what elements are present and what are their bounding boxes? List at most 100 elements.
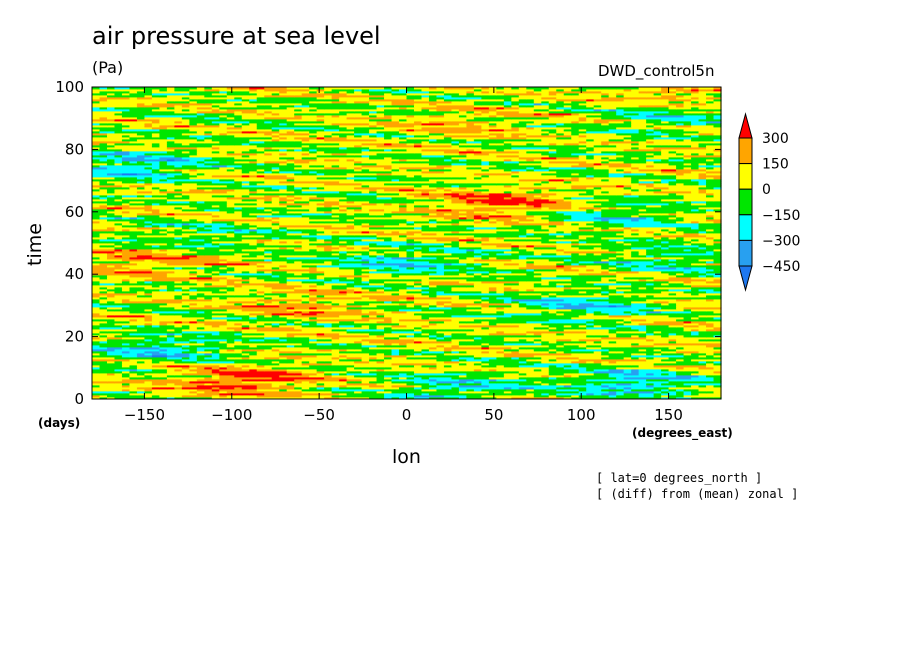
heatmap-cell xyxy=(443,295,453,298)
heatmap-cell xyxy=(181,297,190,300)
heatmap-cell xyxy=(234,383,243,386)
heatmap-cell xyxy=(413,293,423,296)
heatmap-cell xyxy=(466,397,475,400)
heatmap-cell xyxy=(249,361,258,364)
heatmap-cell xyxy=(601,305,610,308)
heatmap-cell xyxy=(526,321,535,324)
heatmap-cell xyxy=(324,385,333,388)
heatmap-cell xyxy=(578,307,587,310)
heatmap-cell xyxy=(324,315,333,318)
heatmap-cell xyxy=(181,357,190,360)
heatmap-cell xyxy=(301,371,310,374)
heatmap-cell xyxy=(503,299,512,302)
heatmap-cell xyxy=(301,289,310,292)
heatmap-cell xyxy=(496,295,505,298)
heatmap-cell xyxy=(301,311,310,314)
heatmap-cell xyxy=(698,345,707,348)
heatmap-cell xyxy=(204,377,213,380)
heatmap-cell xyxy=(443,355,453,358)
heatmap-cell xyxy=(361,337,370,340)
heatmap-cell xyxy=(563,307,572,310)
heatmap-cell xyxy=(698,289,707,292)
heatmap-cell xyxy=(181,329,190,332)
heatmap-cell xyxy=(428,283,438,286)
heatmap-cell xyxy=(279,337,288,340)
heatmap-cell xyxy=(466,377,475,380)
heatmap-cell xyxy=(264,307,273,310)
heatmap-cell xyxy=(264,375,273,378)
heatmap-cell xyxy=(428,307,438,310)
heatmap-cell xyxy=(166,379,175,382)
heatmap-cell xyxy=(436,393,445,396)
heatmap-cell xyxy=(503,379,512,382)
heatmap-cell xyxy=(384,369,393,372)
heatmap-cell xyxy=(339,367,348,370)
heatmap-cell xyxy=(473,287,482,290)
heatmap-cell xyxy=(324,393,333,396)
heatmap-cell xyxy=(339,337,348,340)
heatmap-cell xyxy=(481,391,490,394)
heatmap-cell xyxy=(114,387,123,390)
heatmap-cell xyxy=(406,317,415,320)
heatmap-cell xyxy=(106,371,116,374)
heatmap-cell xyxy=(384,303,393,306)
heatmap-cell xyxy=(413,349,423,352)
heatmap-cell xyxy=(616,353,625,356)
heatmap-cell xyxy=(391,383,400,386)
heatmap-cell xyxy=(713,353,722,356)
heatmap-cell xyxy=(279,371,288,374)
heatmap-cell xyxy=(121,341,131,344)
heatmap-cell xyxy=(421,293,430,296)
heatmap-cell xyxy=(623,281,632,284)
heatmap-cell xyxy=(271,313,280,316)
heatmap-cell xyxy=(473,343,482,346)
heatmap-cell xyxy=(481,397,490,400)
heatmap-cell xyxy=(488,283,497,286)
heatmap-cell xyxy=(556,353,565,356)
heatmap-cell xyxy=(466,301,475,304)
heatmap-cell xyxy=(511,397,520,400)
heatmap-cell xyxy=(466,299,475,302)
heatmap-cell xyxy=(339,291,348,294)
heatmap-cell xyxy=(683,319,692,322)
heatmap-cell xyxy=(151,303,160,306)
heatmap-cell xyxy=(608,379,617,382)
heatmap-cell xyxy=(563,303,572,306)
heatmap-cell xyxy=(189,301,198,304)
heatmap-cell xyxy=(511,367,520,370)
heatmap-cell xyxy=(571,363,580,366)
heatmap-cell xyxy=(121,371,131,374)
heatmap-cell xyxy=(121,307,131,310)
heatmap-cell xyxy=(384,347,393,350)
heatmap-cell xyxy=(151,289,160,292)
heatmap-cell xyxy=(586,331,595,334)
heatmap-cell xyxy=(526,395,535,398)
heatmap-cell xyxy=(578,377,587,380)
heatmap-cell xyxy=(399,327,408,330)
heatmap-cell xyxy=(533,359,542,362)
heatmap-cell xyxy=(571,331,580,334)
heatmap-cell xyxy=(623,293,632,296)
heatmap-cell xyxy=(533,293,542,296)
heatmap-cell xyxy=(219,357,228,360)
heatmap-cell xyxy=(114,321,123,324)
heatmap-cell xyxy=(286,371,295,374)
heatmap-cell xyxy=(354,317,363,320)
heatmap-cell xyxy=(234,373,243,376)
heatmap-cell xyxy=(99,349,108,352)
heatmap-cell xyxy=(196,315,205,318)
heatmap-cell xyxy=(436,315,445,318)
heatmap-cell xyxy=(668,387,677,390)
heatmap-cell xyxy=(556,363,565,366)
heatmap-cell xyxy=(391,367,400,370)
heatmap-cell xyxy=(481,383,490,386)
heatmap-cell xyxy=(159,315,168,318)
heatmap-cell xyxy=(399,309,408,312)
heatmap-cell xyxy=(503,353,512,356)
heatmap-cell xyxy=(646,319,655,322)
heatmap-cell xyxy=(481,339,490,342)
heatmap-cell xyxy=(354,385,363,388)
heatmap-cell xyxy=(676,397,685,400)
heatmap-cell xyxy=(458,393,468,396)
heatmap-cell xyxy=(384,327,393,330)
